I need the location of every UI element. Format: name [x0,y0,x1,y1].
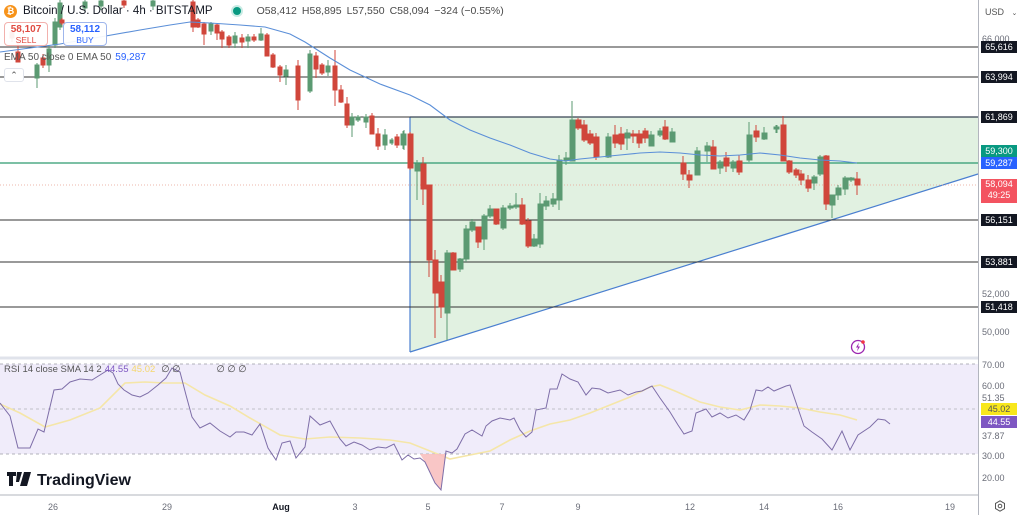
time-tick: 3 [352,502,358,512]
open-value: O58,412 [256,5,297,17]
rsi-legend-value: 44.55 [104,364,129,375]
tradingview-logo-icon [7,472,31,490]
buy-button[interactable]: 58,112 BUY [63,22,107,46]
current-price-value: 58,094 [985,179,1013,189]
time-tick: 14 [758,502,770,512]
time-tick: 12 [684,502,696,512]
ema50-line[interactable] [0,21,858,164]
buy-price: 58,112 [69,24,101,35]
rsi-tick: 60.00 [982,381,1005,391]
low-value: L57,550 [346,5,385,17]
rsi-tick: 20.00 [982,473,1005,483]
sell-label: SELL [15,35,37,45]
price-tick: 66,000 [982,34,1010,44]
rsi-legend-label: RSI 14 close SMA 14 2 [4,364,102,375]
sell-button[interactable]: 58,107 SELL [4,22,48,46]
change-value: −324 (−0.55%) [434,5,504,17]
level-tag-65616: 65,616 [981,41,1017,53]
symbol-title[interactable]: Bitcoin / U.S. Dollar · 4h · BITSTAMP [23,5,213,17]
rsi-tick: 37.87 [982,431,1005,441]
time-tick: Aug [272,502,290,512]
price-tick: 50,000 [982,327,1010,337]
rsi-sma-tag: 45.02 [981,403,1017,415]
time-tick: 7 [499,502,505,512]
candles [9,0,861,340]
time-tick: 5 [425,502,431,512]
time-tick: 9 [575,502,581,512]
gear-icon[interactable] [994,500,1006,512]
currency-selector[interactable]: USD ⌄ [982,4,1018,20]
high-value: H58,895 [301,5,342,17]
rsi-tick: 30.00 [982,451,1005,461]
tradingview-logo[interactable]: TradingView [7,472,131,490]
rsi-sma-legend-value: 45.02 [131,364,156,375]
currency-label: USD [985,7,1005,17]
bitcoin-icon: ₿ [4,4,17,18]
rsi-oversold-fill [420,454,446,490]
buy-label: BUY [76,35,94,45]
price-axis[interactable] [978,0,1024,515]
rsi-value-tag: 44.55 [981,416,1017,428]
triangle-support-line[interactable] [409,173,979,353]
lightning-alert-icon[interactable] [850,339,866,355]
rsi-tick: 70.00 [982,360,1005,370]
tradingview-logo-text: TradingView [37,472,131,489]
price-tick: 52,000 [982,289,1010,299]
level-tag-56151: 56,151 [981,214,1017,226]
rsi-line[interactable] [0,367,891,492]
ema-legend-value: 59,287 [115,52,146,63]
rsi-legend[interactable]: RSI 14 close SMA 14 2 44.55 45.02 ∅ ∅ ∅ ∅ ∅ [4,364,247,375]
bar-countdown: 49:25 [987,190,1011,200]
level-tag-61869: 61,869 [981,111,1017,123]
time-tick: 16 [832,502,844,512]
ema-legend-label: EMA 50 close 0 EMA 50 [4,52,112,63]
ema-legend[interactable]: EMA 50 close 0 EMA 50 59,287 [4,52,146,63]
triangle-pattern-fill[interactable] [410,117,978,352]
time-tick: 26 [47,502,59,512]
ema-price-tag: 59,287 [981,157,1017,169]
level-tag-63994: 63,994 [981,71,1017,83]
current-price-tag: 58,094 49:25 [981,179,1017,203]
time-tick: 19 [944,502,956,512]
rsi-tick: 51.35 [982,393,1005,403]
collapse-legend-button[interactable]: ⌃ [4,68,24,82]
time-tick: 29 [161,502,173,512]
chevron-down-icon: ⌄ [1011,10,1018,17]
rsi-na-values: ∅ ∅ [161,364,181,375]
chart-header: ₿ Bitcoin / U.S. Dollar · 4h · BITSTAMP … [4,3,504,19]
level-tag-51418: 51,418 [981,301,1017,313]
chevron-up-icon: ⌃ [10,70,18,80]
market-open-dot [232,7,241,15]
close-value: C58,094 [389,5,430,17]
horizontal-levels[interactable] [0,46,978,308]
rsi-na-values-2: ∅ ∅ ∅ [216,364,247,375]
sell-price: 58,107 [10,24,42,35]
rsi-sma-line [0,381,858,460]
level-tag-53881: 53,881 [981,256,1017,268]
ohlc-values: O58,412 H58,895 L57,550 C58,094 −324 (−0… [257,5,504,17]
level-tag-59300: 59,300 [981,145,1017,157]
